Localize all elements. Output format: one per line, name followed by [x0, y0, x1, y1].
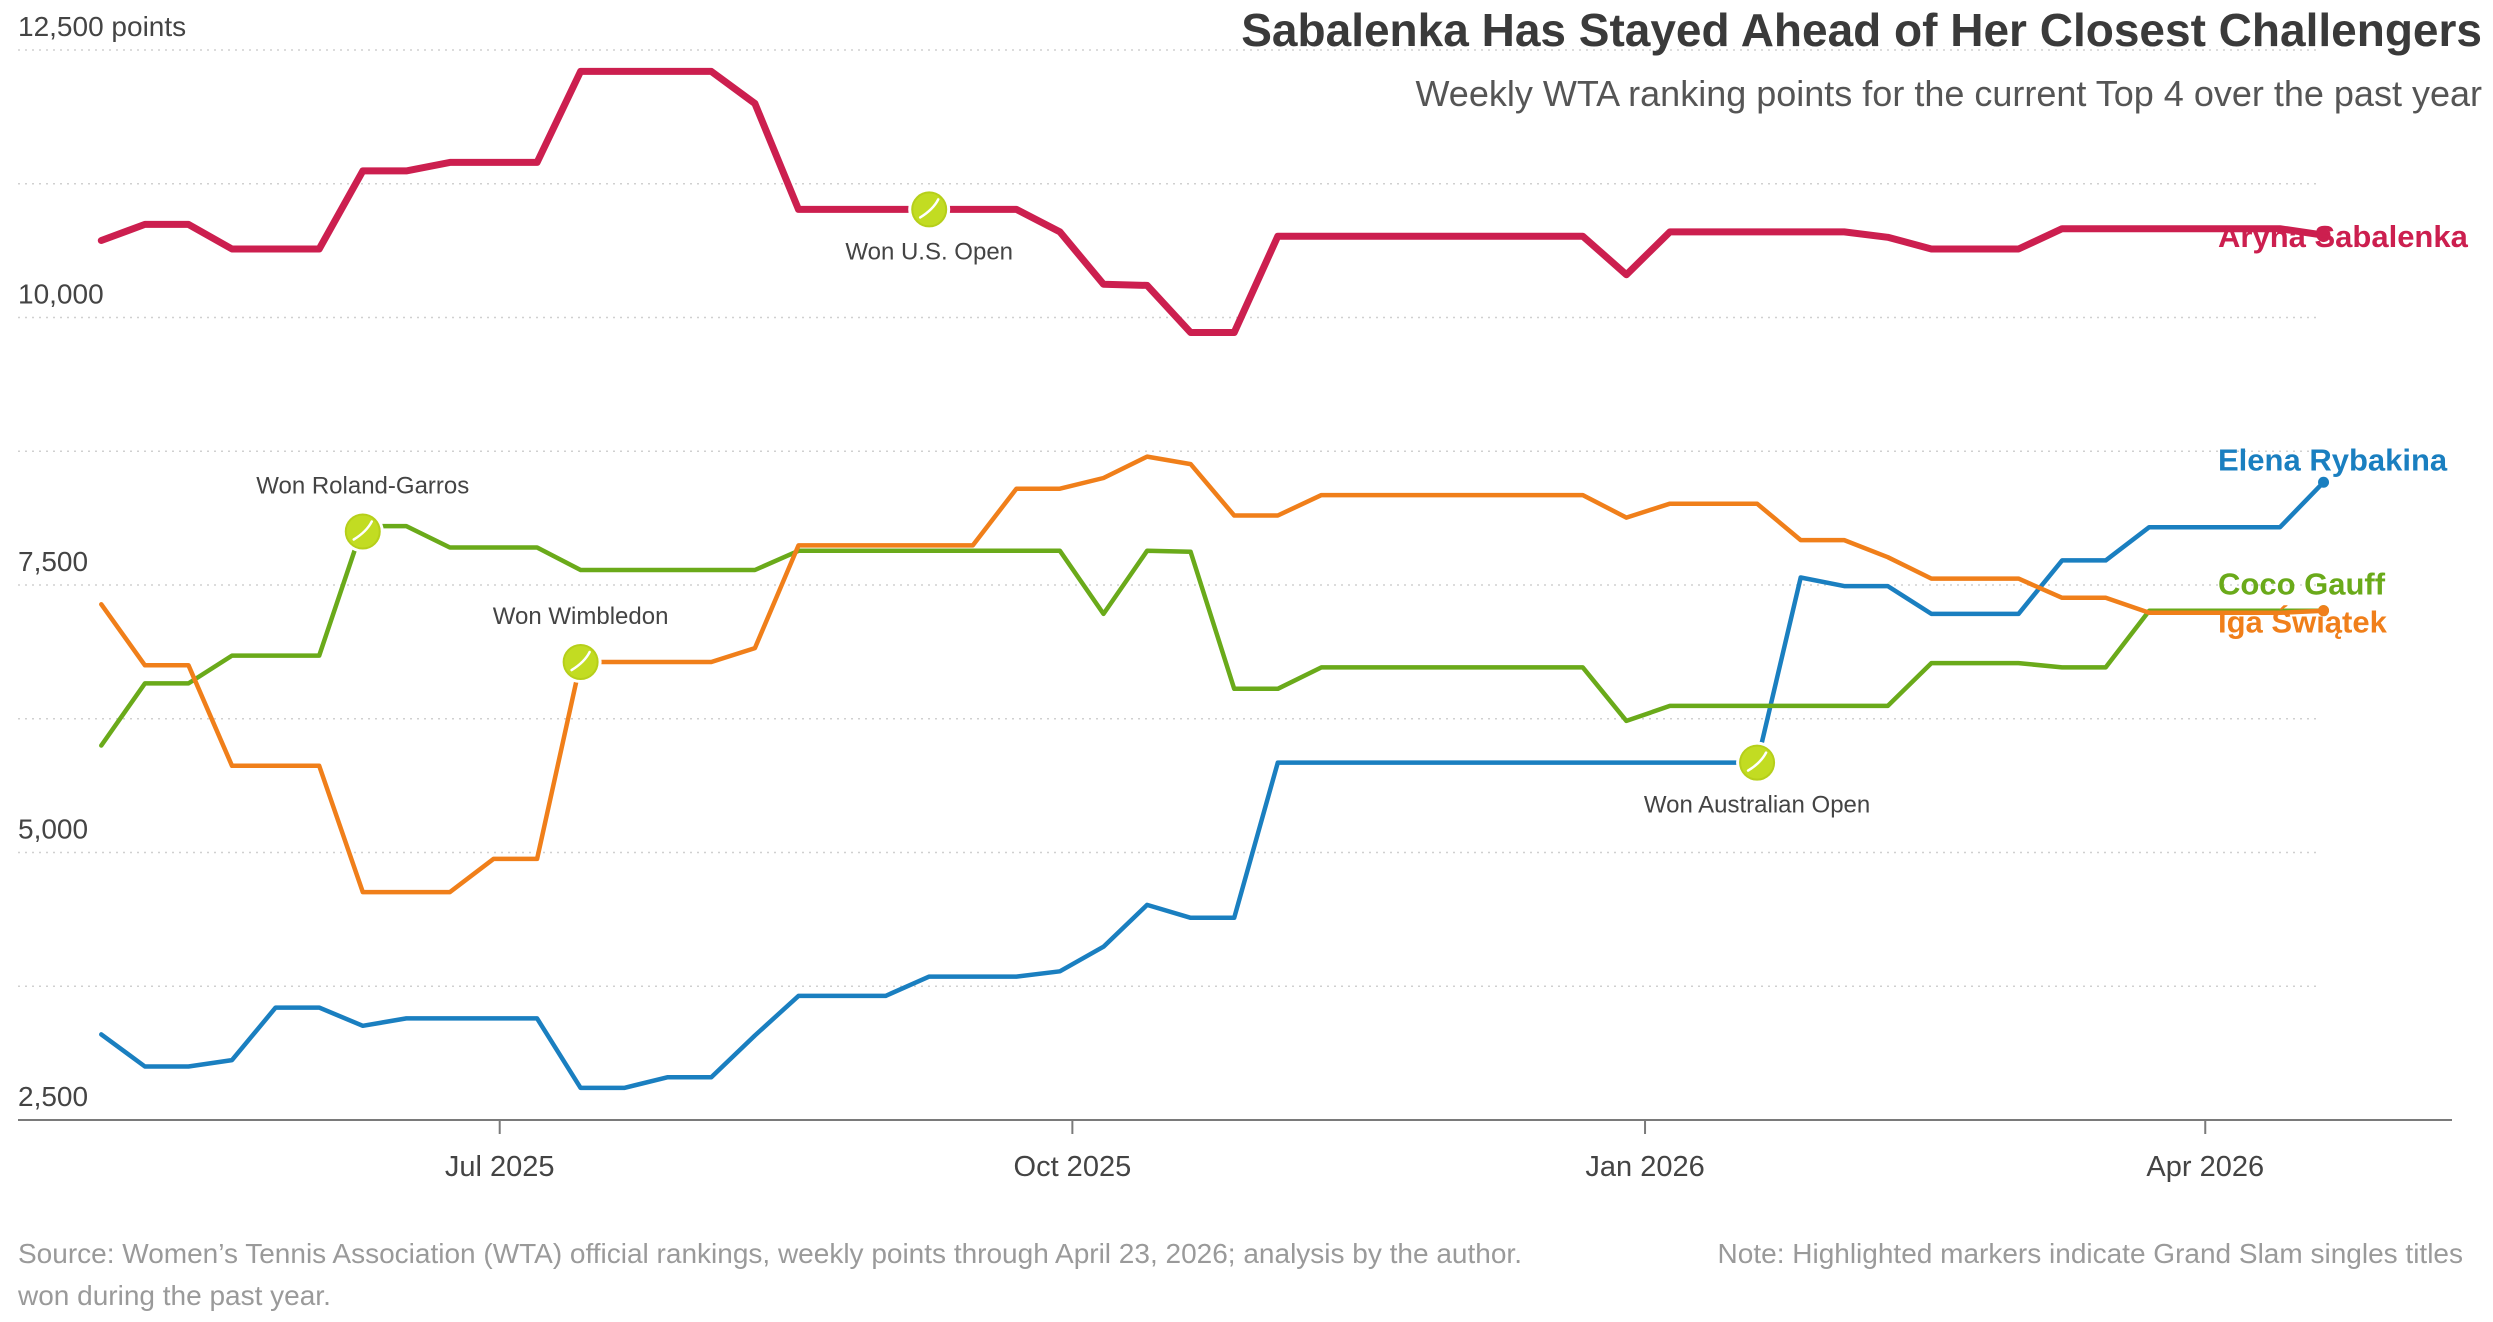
- x-axis: Jul 2025 Oct 2025 Jan 2026 Apr 2026: [18, 1119, 2452, 1183]
- marker-annotation: Won Roland-Garros: [256, 473, 469, 500]
- series-line-elena-rybakina: [99, 480, 2326, 1091]
- y-axis: 2,500 5,000 7,500 10,000 12,500 points: [18, 11, 186, 1112]
- series-label-coco-gauff: Coco Gauff: [2218, 567, 2386, 602]
- series-lines: [97, 67, 2331, 1091]
- chart-subtitle: Weekly WTA ranking points for the curren…: [1415, 73, 2482, 114]
- x-tick-label: Oct 2025: [1014, 1151, 1132, 1183]
- series-line-aryna-sabalenka: [97, 67, 2327, 336]
- tennis-ball-icon: [908, 188, 951, 231]
- y-tick-label: 5,000: [18, 814, 88, 845]
- y-tick-label: 7,500: [18, 546, 88, 577]
- series-line-iga-swiatek: [99, 454, 2326, 895]
- gridlines: [18, 49, 2318, 987]
- marker-note: Note: Highlighted markers indicate Grand…: [1718, 1238, 2463, 1269]
- series-end-point-elena-rybakina: [2318, 476, 2330, 488]
- series-label-aryna-sabalenka: Aryna Sabalenka: [2218, 219, 2469, 254]
- series-line-coco-gauff: [99, 523, 2326, 748]
- series-end-point-iga-swiatek: [2318, 605, 2330, 617]
- tennis-ball-icon: [559, 641, 602, 684]
- x-tick-label: Apr 2026: [2146, 1151, 2264, 1183]
- tennis-ball-icon: [1736, 741, 1779, 784]
- y-tick-label: 10,000: [18, 279, 104, 310]
- x-tick-label: Jul 2025: [445, 1151, 555, 1183]
- marker-annotation: Won U.S. Open: [845, 238, 1013, 265]
- tennis-ball-icon: [341, 510, 384, 553]
- source-note: Source: Women’s Tennis Association (WTA)…: [18, 1238, 1522, 1269]
- marker-annotation: Won Wimbledon: [493, 603, 669, 630]
- title-markers: Won Roland-Garros Won Wimbledon Won U.S. O…: [256, 188, 1870, 819]
- x-tick-label: Jan 2026: [1585, 1151, 1704, 1183]
- chart-title: Sabalenka Has Stayed Ahead of Her Closes…: [1241, 4, 2482, 56]
- series-end-point-aryna-sabalenka: [2316, 228, 2331, 243]
- series-label-iga-swiatek: Iga Świątek: [2218, 604, 2388, 640]
- marker-annotation: Won Australian Open: [1644, 792, 1870, 819]
- series-label-elena-rybakina: Elena Rybakina: [2218, 442, 2448, 477]
- source-note-continued: won during the past year.: [17, 1280, 331, 1311]
- y-tick-label: 2,500: [18, 1081, 88, 1112]
- y-tick-label: 12,500 points: [18, 11, 186, 42]
- series-labels: Aryna Sabalenka Elena Rybakina Coco GauffI…: [2218, 219, 2469, 640]
